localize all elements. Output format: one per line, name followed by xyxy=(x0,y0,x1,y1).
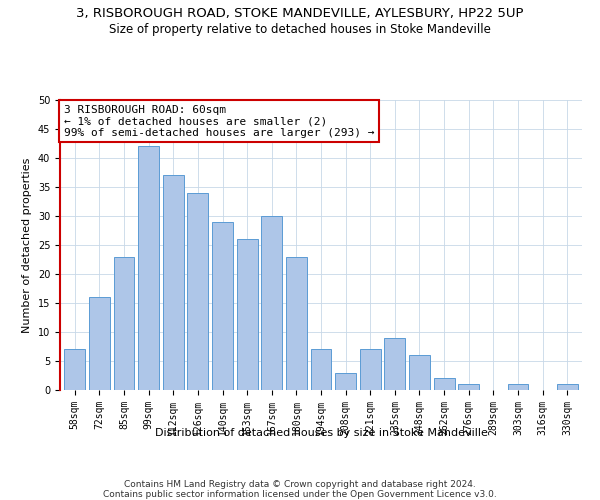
Bar xyxy=(508,384,529,390)
Bar xyxy=(261,216,282,390)
Text: Distribution of detached houses by size in Stoke Mandeville: Distribution of detached houses by size … xyxy=(155,428,487,438)
Bar xyxy=(409,355,430,390)
Bar xyxy=(434,378,455,390)
Bar xyxy=(212,222,233,390)
Text: Size of property relative to detached houses in Stoke Mandeville: Size of property relative to detached ho… xyxy=(109,22,491,36)
Bar xyxy=(187,193,208,390)
Bar xyxy=(458,384,479,390)
Bar xyxy=(89,297,110,390)
Bar xyxy=(335,372,356,390)
Bar xyxy=(113,256,134,390)
Bar xyxy=(360,350,381,390)
Text: 3, RISBOROUGH ROAD, STOKE MANDEVILLE, AYLESBURY, HP22 5UP: 3, RISBOROUGH ROAD, STOKE MANDEVILLE, AY… xyxy=(76,8,524,20)
Bar xyxy=(163,176,184,390)
Bar xyxy=(557,384,578,390)
Bar xyxy=(311,350,331,390)
Bar xyxy=(64,350,85,390)
Bar xyxy=(236,239,257,390)
Text: 3 RISBOROUGH ROAD: 60sqm
← 1% of detached houses are smaller (2)
99% of semi-det: 3 RISBOROUGH ROAD: 60sqm ← 1% of detache… xyxy=(64,104,374,138)
Bar xyxy=(138,146,159,390)
Bar xyxy=(286,256,307,390)
Text: Contains HM Land Registry data © Crown copyright and database right 2024.
Contai: Contains HM Land Registry data © Crown c… xyxy=(103,480,497,500)
Bar xyxy=(385,338,406,390)
Y-axis label: Number of detached properties: Number of detached properties xyxy=(22,158,32,332)
